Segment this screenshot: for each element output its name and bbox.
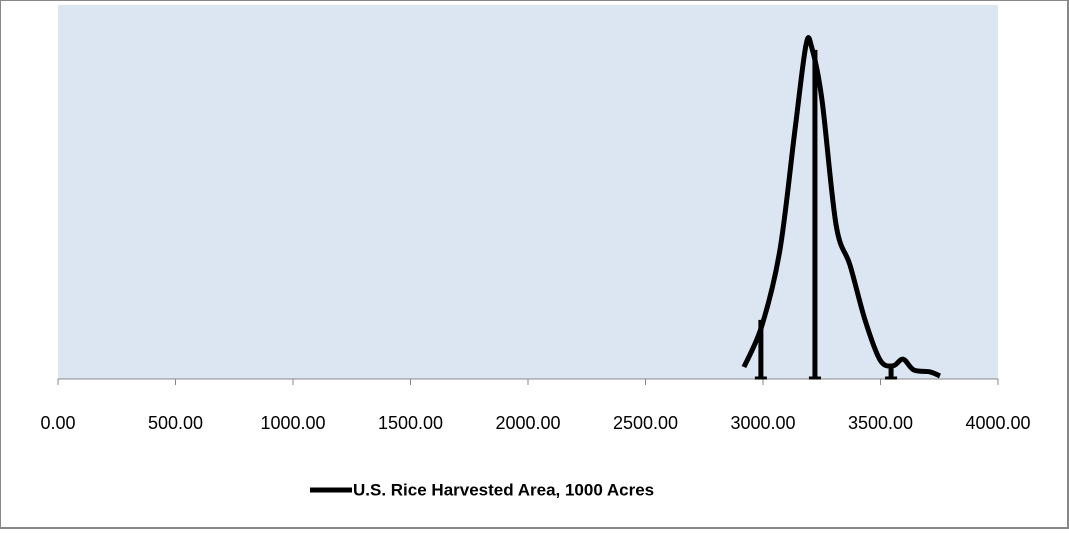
legend-label: U.S. Rice Harvested Area, 1000 Acres <box>353 480 654 499</box>
x-tick-label: 2500.00 <box>613 413 678 433</box>
x-tick-label: 0.00 <box>40 413 75 433</box>
x-tick-label: 4000.00 <box>965 413 1030 433</box>
x-tick-label: 1500.00 <box>378 413 443 433</box>
x-tick-label: 3000.00 <box>730 413 795 433</box>
x-tick-label: 500.00 <box>148 413 203 433</box>
plot-area <box>58 5 998 379</box>
x-tick-label: 1000.00 <box>260 413 325 433</box>
density-line <box>741 35 942 379</box>
x-tick-label: 3500.00 <box>848 413 913 433</box>
x-tick-label: 2000.00 <box>495 413 560 433</box>
